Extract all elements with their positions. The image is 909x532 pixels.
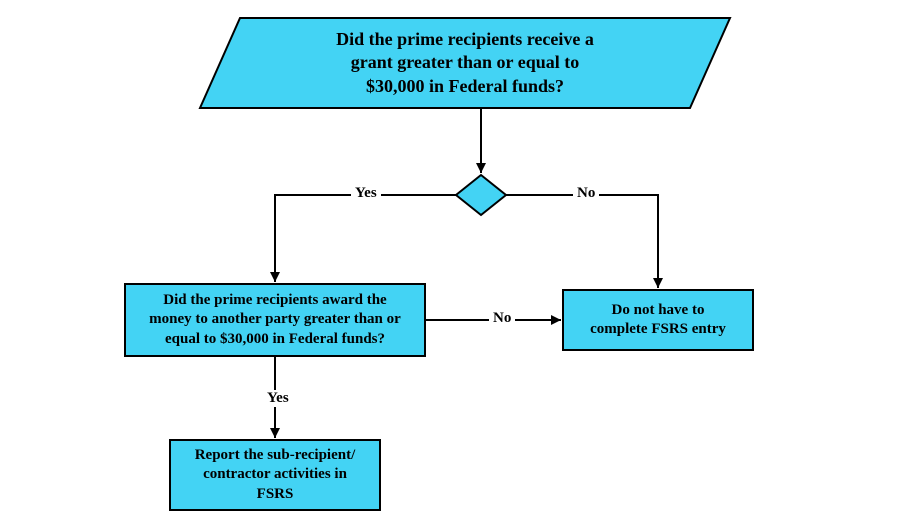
edge-no-to-noentry <box>506 195 658 288</box>
label-yes-2: Yes <box>263 390 293 407</box>
label-no-2: No <box>489 310 515 327</box>
start-text: Did the prime recipients receive a grant… <box>200 18 730 108</box>
no-entry-text: Do not have to complete FSRS entry <box>563 290 753 350</box>
label-no-1: No <box>573 185 599 202</box>
report-text: Report the sub-recipient/ contractor act… <box>170 440 380 510</box>
q2-text: Did the prime recipients award the money… <box>125 284 425 356</box>
edge-yes-to-q2 <box>275 195 456 282</box>
node-decision-diamond <box>456 175 506 215</box>
label-yes-1: Yes <box>351 185 381 202</box>
